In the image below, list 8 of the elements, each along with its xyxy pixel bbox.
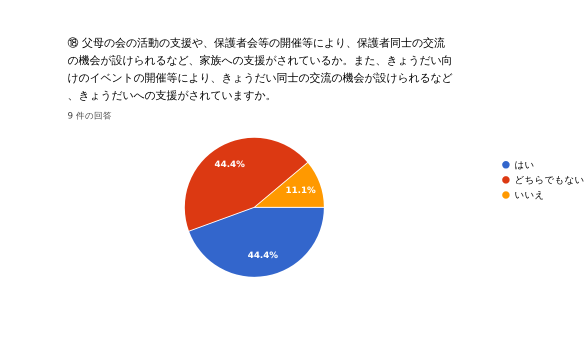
legend-label: どちらでもない: [514, 175, 584, 186]
legend-label: いいえ: [514, 190, 544, 202]
data-label: 11.1%: [286, 186, 316, 196]
data-label: 44.4%: [214, 160, 246, 170]
legend-label: はい: [514, 160, 534, 171]
text: 9 件の回答: [68, 110, 112, 122]
data-label: 44.4%: [248, 251, 278, 262]
chart-title: ⑱ 父母の会の活動の支援や、保護者会等の開催等により、保護者同士の交流の機会が設けられるなど、家族への支援がされているか。また、きょうだい向けのイベントの開催等により、きょうだい同士の交流の機会が設けられるなど、きょうだいへの支援がされていますか。: [68, 36, 453, 102]
